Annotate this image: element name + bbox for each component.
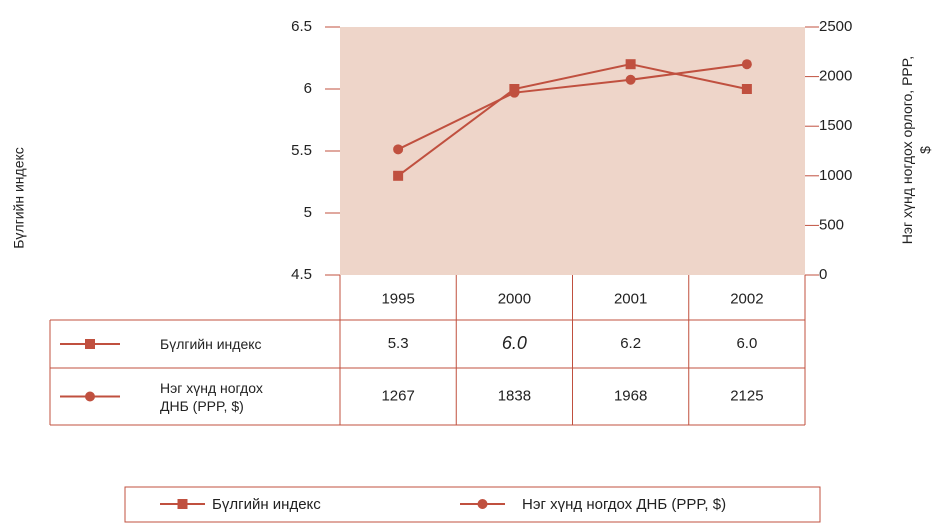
point bbox=[509, 87, 520, 98]
legend-box bbox=[124, 486, 821, 523]
point bbox=[625, 59, 636, 70]
table-row-label-box: Нэг хүнд ногдох ДНБ (PPP, $) bbox=[160, 379, 263, 414]
y2-tick-label: 0 bbox=[819, 266, 827, 283]
legend-marker bbox=[85, 391, 95, 402]
y2-tick-label: 1000 bbox=[819, 167, 852, 184]
table-cell: 6.0 bbox=[502, 333, 527, 353]
table-cell: 1267 bbox=[381, 387, 414, 404]
legend-marker bbox=[177, 499, 188, 509]
point bbox=[393, 144, 404, 155]
y2-tick-label: 2500 bbox=[819, 18, 852, 35]
plot-area bbox=[340, 27, 805, 275]
y-tick-label: 5 bbox=[304, 204, 312, 221]
y-axis-label: Бүлгийн индекс bbox=[11, 147, 27, 249]
point bbox=[741, 84, 752, 94]
table-cell: 1838 bbox=[498, 387, 531, 404]
x-tick-label: 2000 bbox=[498, 290, 531, 307]
x-tick-label: 2001 bbox=[614, 290, 647, 307]
table-row-label-box: Бүлгийн индекс bbox=[160, 336, 262, 352]
table-cell: 6.0 bbox=[736, 335, 757, 352]
table-row-label: Нэг хүнд ногдох ДНБ (PPP, $) bbox=[160, 379, 263, 414]
table-cell: 6.2 bbox=[620, 335, 641, 352]
y2-tick-label: 1500 bbox=[819, 117, 852, 134]
y-tick-label: 4.5 bbox=[291, 266, 312, 283]
x-tick-label: 1995 bbox=[381, 290, 414, 307]
legend-marker bbox=[85, 339, 95, 349]
point bbox=[393, 170, 404, 181]
x-tick-label: 2002 bbox=[730, 290, 763, 307]
legend-label: Бүлгийн индекс bbox=[212, 496, 321, 513]
legend-marker bbox=[477, 499, 488, 509]
y-tick-label: 5.5 bbox=[291, 142, 312, 159]
y2-tick-label: 500 bbox=[819, 216, 844, 233]
point bbox=[741, 59, 752, 70]
series-line bbox=[397, 63, 748, 151]
y2-axis-label-box: Нэг хүнд ногдох орлого, PPP, $ bbox=[899, 55, 933, 245]
series-line bbox=[397, 63, 748, 177]
table-row-label: Бүлгийн индекс bbox=[160, 336, 262, 352]
legend-label: Нэг хүнд ногдох ДНБ (PPP, $) bbox=[522, 496, 726, 513]
table-cell: 5.3 bbox=[388, 335, 409, 352]
y-tick-label: 6.5 bbox=[291, 18, 312, 35]
table-cell: 2125 bbox=[730, 387, 763, 404]
point bbox=[625, 74, 636, 85]
y2-tick-label: 2000 bbox=[819, 68, 852, 85]
y-tick-label: 6 bbox=[304, 80, 312, 97]
table-cell: 1968 bbox=[614, 387, 647, 404]
y2-axis-label: Нэг хүнд ногдох орлого, PPP, $ bbox=[899, 55, 933, 245]
